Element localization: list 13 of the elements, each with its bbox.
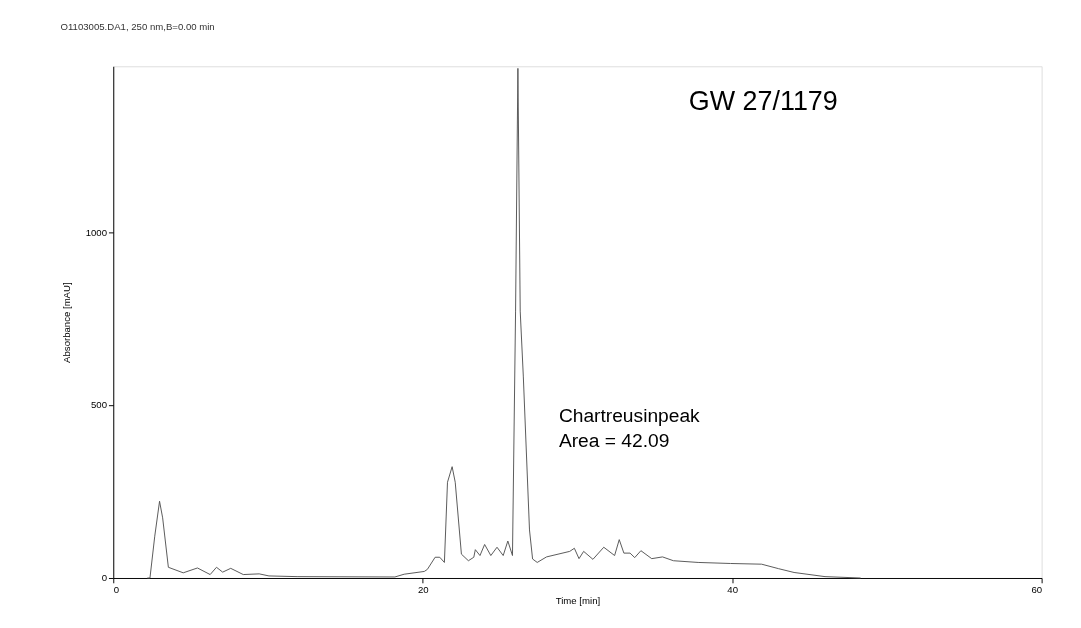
y-axis-title: Absorbance [mAU]: [61, 282, 73, 363]
annotation: GW 27/1179: [688, 86, 838, 117]
x-tick-label: 0: [113, 583, 120, 595]
chart-title: O1103005.DA1, 250 nm,B=0.00 min: [60, 20, 215, 32]
y-tick-label: 0: [101, 572, 108, 584]
y-tick-label: 500: [91, 399, 108, 411]
line-series: [146, 67, 862, 579]
x-tick-label: 40: [727, 583, 738, 595]
y-tick-label: 1000: [85, 226, 108, 238]
x-axis-title: Time [min]: [555, 595, 601, 607]
x-tick-label: 60: [1031, 583, 1043, 595]
x-tick-label: 20: [417, 583, 429, 595]
annotation: Chartreusinpeak Area = 42.09: [558, 405, 701, 452]
